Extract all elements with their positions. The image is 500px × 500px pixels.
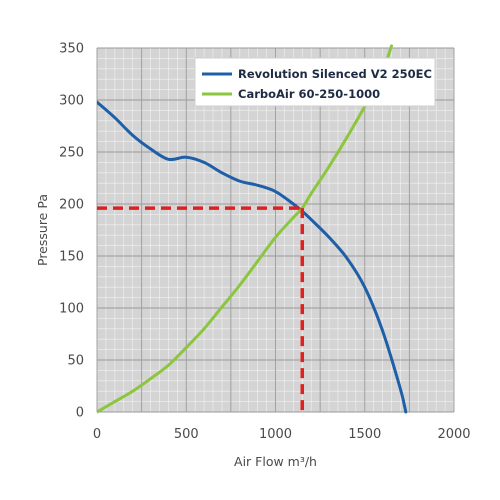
x-tick-label: 1000 [259, 427, 292, 442]
legend: Revolution Silenced V2 250EC CarboAir 60… [194, 57, 436, 107]
y-axis-title: Pressure Pa [35, 194, 50, 266]
x-tick-label: 500 [174, 427, 199, 442]
x-axis-title: Air Flow m³/h [234, 454, 317, 469]
y-tick-label: 150 [59, 250, 84, 265]
legend-label-2: CarboAir 60-250-1000 [238, 87, 380, 101]
y-tick-label: 200 [59, 198, 84, 213]
x-tick-label: 0 [93, 427, 101, 442]
y-tick-label: 100 [59, 302, 84, 317]
legend-box [194, 57, 436, 107]
series-line-2 [97, 44, 394, 414]
y-tick-label: 0 [76, 406, 84, 421]
legend-label-1: Revolution Silenced V2 250EC [238, 67, 432, 81]
series-line-1 [97, 100, 408, 414]
operating-point-lines [97, 206, 305, 412]
y-tick-label: 250 [59, 146, 84, 161]
x-tick-label: 2000 [437, 427, 470, 442]
y-tick-label: 350 [59, 42, 84, 57]
y-tick-labels: 0 50 100 150 200 250 300 350 [59, 42, 84, 421]
y-tick-label: 300 [59, 94, 84, 109]
x-tick-labels: 0 500 1000 1500 2000 [93, 427, 471, 442]
series-layer [97, 44, 408, 414]
y-tick-label: 50 [67, 354, 84, 369]
x-tick-label: 1500 [348, 427, 381, 442]
